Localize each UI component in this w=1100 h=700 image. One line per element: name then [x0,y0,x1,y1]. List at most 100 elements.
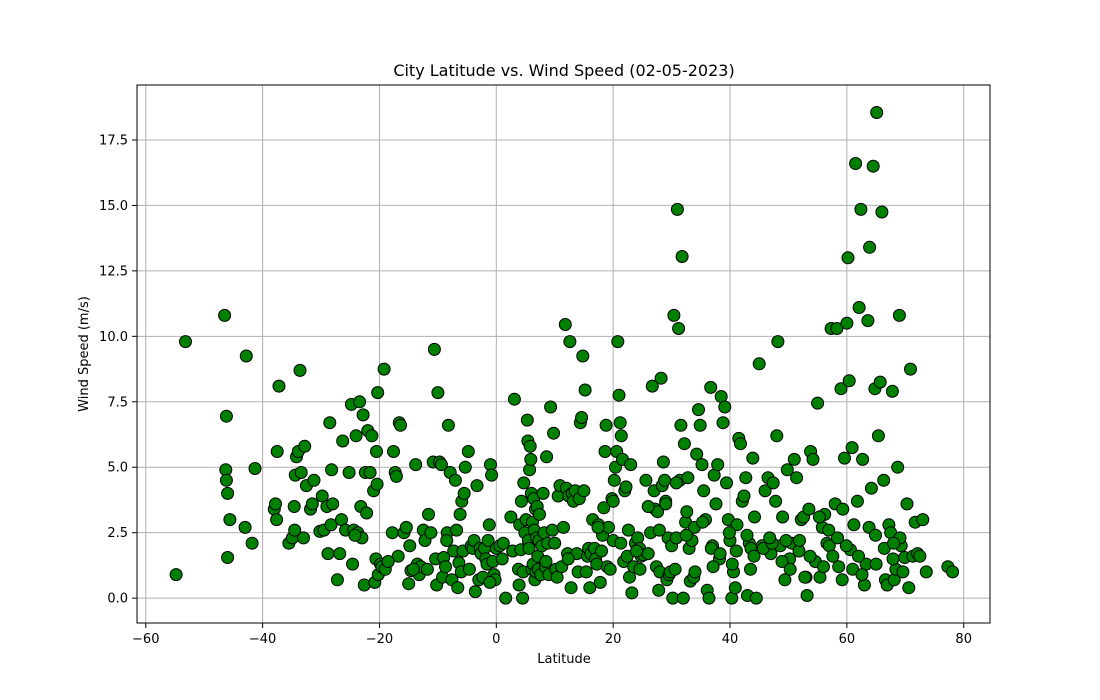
data-point [641,500,655,513]
data-point [790,471,804,485]
data-point [822,523,836,537]
data-point [371,386,385,400]
data-point [704,380,718,394]
data-point [293,363,307,377]
data-point [495,552,509,566]
data-point [272,379,286,393]
data-point [326,497,340,511]
x-tick-label: −40 [249,632,276,647]
data-point [866,159,880,173]
data-point [834,382,848,396]
data-point [451,581,465,595]
data-point [336,434,350,448]
data-point [349,429,363,443]
data-point [793,534,806,547]
data-point [873,375,887,389]
data-point [812,510,826,524]
data-point [670,202,684,216]
data-point [441,418,455,432]
data-point [576,349,590,363]
data-point [504,510,518,524]
data-point [323,416,337,430]
data-point [693,418,707,432]
data-point [360,506,374,520]
data-point [245,536,259,550]
data-point [583,581,597,595]
data-point [904,362,917,376]
data-point [536,486,550,500]
data-point [548,536,562,550]
data-point [729,544,743,558]
data-point [891,460,905,474]
data-point [427,342,441,356]
data-point [725,557,739,571]
data-point [845,441,859,455]
data-point [871,429,885,443]
data-point [869,557,883,571]
data-point [747,549,761,563]
data-point [709,497,723,511]
data-point [520,413,534,427]
data-point [599,418,613,432]
y-tick-label: 17.5 [99,133,128,148]
data-point [656,455,670,469]
x-axis-label: Latitude [537,652,591,667]
data-point [896,565,910,579]
data-point [677,437,691,451]
data-point [900,497,914,511]
chart-title: City Latitude vs. Wind Speed (02-05-2023… [393,61,734,80]
data-point [483,575,497,589]
data-point [470,479,484,493]
data-point [394,418,407,432]
data-point [431,386,445,400]
data-point [238,520,252,534]
data-point [458,460,472,474]
data-point [852,549,865,563]
data-point [516,591,530,605]
data-point [779,534,793,547]
data-point [330,573,344,587]
data-point [776,510,790,524]
y-tick-label: 10.0 [99,330,128,345]
data-point [675,250,689,263]
data-point [783,562,797,576]
data-point [512,578,526,592]
data-point [674,418,688,432]
data-point [787,452,801,466]
data-point [667,308,681,322]
data-point [919,565,933,579]
data-point [771,335,785,349]
data-point [749,591,763,605]
data-point [639,473,653,487]
data-point [462,562,476,576]
data-point [688,565,702,579]
y-tick-label: 2.5 [107,526,128,541]
data-point [377,362,391,376]
data-point [305,497,319,511]
data-point [409,458,423,472]
data-point [702,591,716,605]
data-point [624,458,638,472]
data-point [325,463,339,477]
data-point [593,575,607,589]
data-point [849,157,863,170]
data-point [658,473,672,487]
data-point [737,489,751,503]
data-point [179,335,192,349]
data-point [841,251,855,265]
data-point [902,581,916,595]
gridlines [137,85,990,623]
data-point [387,445,400,458]
data-point [831,531,844,545]
data-point [758,484,772,498]
data-point [633,562,647,576]
data-point [248,462,262,475]
data-point [863,240,877,254]
data-point [612,388,626,402]
data-point [385,526,399,540]
data-point [370,445,383,458]
data-point [342,466,356,479]
data-point [659,497,673,511]
data-point [333,547,347,561]
data-point [315,489,329,503]
